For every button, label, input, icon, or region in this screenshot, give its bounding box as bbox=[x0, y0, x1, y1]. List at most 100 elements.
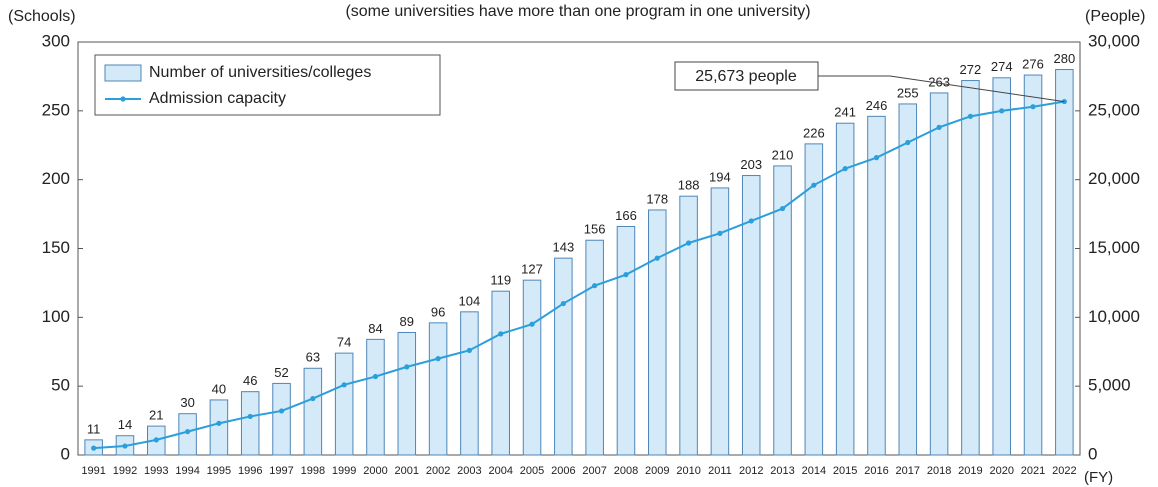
x-tick-label: 1991 bbox=[81, 465, 105, 477]
line-marker bbox=[779, 205, 786, 212]
x-tick-label: 1993 bbox=[144, 465, 168, 477]
line-marker bbox=[748, 218, 754, 224]
value-label: 246 bbox=[866, 98, 888, 113]
x-tick-label: 2012 bbox=[739, 465, 763, 477]
y-tick-label: 0 bbox=[61, 444, 70, 463]
value-label: 46 bbox=[243, 373, 257, 388]
value-label: 188 bbox=[678, 178, 700, 193]
x-tick-label: 2015 bbox=[833, 465, 857, 477]
bar bbox=[773, 165, 792, 456]
line-marker bbox=[310, 395, 316, 402]
y2-tick-label: 20,000 bbox=[1088, 169, 1140, 188]
x-tick-label: 2014 bbox=[802, 465, 826, 477]
line-marker bbox=[184, 428, 191, 435]
line-marker bbox=[685, 240, 692, 246]
x-tick-label: 2010 bbox=[676, 465, 700, 477]
bar bbox=[929, 92, 949, 456]
x-tick-label: 2003 bbox=[457, 465, 481, 477]
bar bbox=[835, 122, 855, 456]
bar bbox=[240, 391, 260, 456]
value-label: 210 bbox=[772, 147, 794, 162]
x-tick-label: 2019 bbox=[958, 465, 982, 477]
value-label: 119 bbox=[490, 273, 511, 288]
annotation-leader bbox=[818, 75, 1065, 103]
line-marker bbox=[654, 255, 660, 261]
value-label: 276 bbox=[1022, 56, 1044, 71]
bar bbox=[992, 77, 1011, 456]
legend-swatch-marker bbox=[120, 96, 126, 102]
y-tick-label: 250 bbox=[42, 100, 70, 119]
bar bbox=[867, 115, 886, 456]
legend-label: Number of universities/colleges bbox=[149, 64, 371, 81]
line-marker bbox=[999, 108, 1005, 114]
line-marker bbox=[717, 230, 723, 236]
bar bbox=[397, 331, 417, 456]
value-label: 272 bbox=[960, 62, 982, 77]
x-tick-label: 2006 bbox=[551, 465, 575, 477]
bar bbox=[522, 279, 542, 456]
x-tick-label: 2011 bbox=[708, 465, 732, 477]
line-marker bbox=[842, 166, 848, 172]
x-tick-label: 2013 bbox=[770, 465, 794, 477]
bar bbox=[178, 413, 197, 456]
line-marker bbox=[404, 364, 410, 370]
line-marker bbox=[435, 356, 441, 362]
line-marker bbox=[247, 413, 253, 420]
x-tick-label: 1999 bbox=[332, 465, 356, 477]
value-label: 143 bbox=[552, 240, 574, 255]
x-axis-label: (FY) bbox=[1084, 469, 1113, 486]
value-label: 84 bbox=[368, 321, 382, 336]
line-marker bbox=[372, 373, 379, 380]
value-label: 263 bbox=[928, 74, 950, 89]
bar bbox=[710, 187, 730, 456]
line-marker bbox=[623, 272, 629, 278]
value-label: 11 bbox=[87, 421, 101, 436]
y-tick-label: 300 bbox=[42, 31, 70, 50]
line-marker bbox=[1030, 104, 1036, 110]
value-label: 63 bbox=[306, 350, 320, 365]
line-marker bbox=[967, 113, 974, 119]
annotation: 25,673 people bbox=[695, 68, 797, 85]
y2-axis-label: (People) bbox=[1085, 8, 1145, 25]
bar bbox=[616, 225, 636, 456]
bar bbox=[648, 209, 667, 456]
bar bbox=[491, 290, 510, 456]
bar bbox=[334, 352, 354, 456]
x-tick-label: 2009 bbox=[645, 465, 669, 477]
value-label: 89 bbox=[400, 314, 414, 329]
x-tick-label: 2000 bbox=[363, 465, 387, 477]
x-tick-label: 2020 bbox=[989, 465, 1013, 477]
x-tick-label: 2017 bbox=[896, 465, 920, 477]
y-axis-label: (Schools) bbox=[8, 8, 76, 25]
x-tick-label: 2002 bbox=[426, 465, 450, 477]
value-label: 166 bbox=[615, 208, 637, 223]
line-marker bbox=[873, 155, 880, 161]
line-marker bbox=[936, 124, 942, 130]
line-marker bbox=[216, 420, 222, 426]
legend-box bbox=[94, 54, 441, 116]
bar bbox=[428, 322, 448, 456]
line-marker bbox=[905, 139, 911, 146]
x-tick-label: 2016 bbox=[864, 465, 888, 477]
value-label: 156 bbox=[584, 222, 606, 237]
value-label: 241 bbox=[834, 105, 856, 120]
y2-tick-label: 5,000 bbox=[1088, 376, 1131, 395]
line-marker bbox=[341, 382, 347, 388]
bar bbox=[804, 143, 824, 456]
x-tick-label: 2004 bbox=[488, 465, 512, 477]
bar bbox=[741, 175, 761, 456]
value-label: 40 bbox=[212, 381, 226, 396]
x-tick-label: 1998 bbox=[301, 465, 325, 477]
value-label: 127 bbox=[521, 262, 543, 277]
y2-tick-label: 30,000 bbox=[1088, 31, 1140, 50]
bar bbox=[961, 80, 980, 456]
value-label: 104 bbox=[459, 293, 481, 308]
line bbox=[93, 100, 1065, 450]
chart-subtitle: (some universities have more than one pr… bbox=[345, 3, 810, 20]
bar bbox=[679, 195, 698, 456]
value-label: 255 bbox=[897, 85, 919, 100]
value-label: 178 bbox=[646, 191, 668, 206]
x-tick-label: 1996 bbox=[238, 465, 262, 477]
x-tick-label: 2021 bbox=[1021, 465, 1045, 477]
